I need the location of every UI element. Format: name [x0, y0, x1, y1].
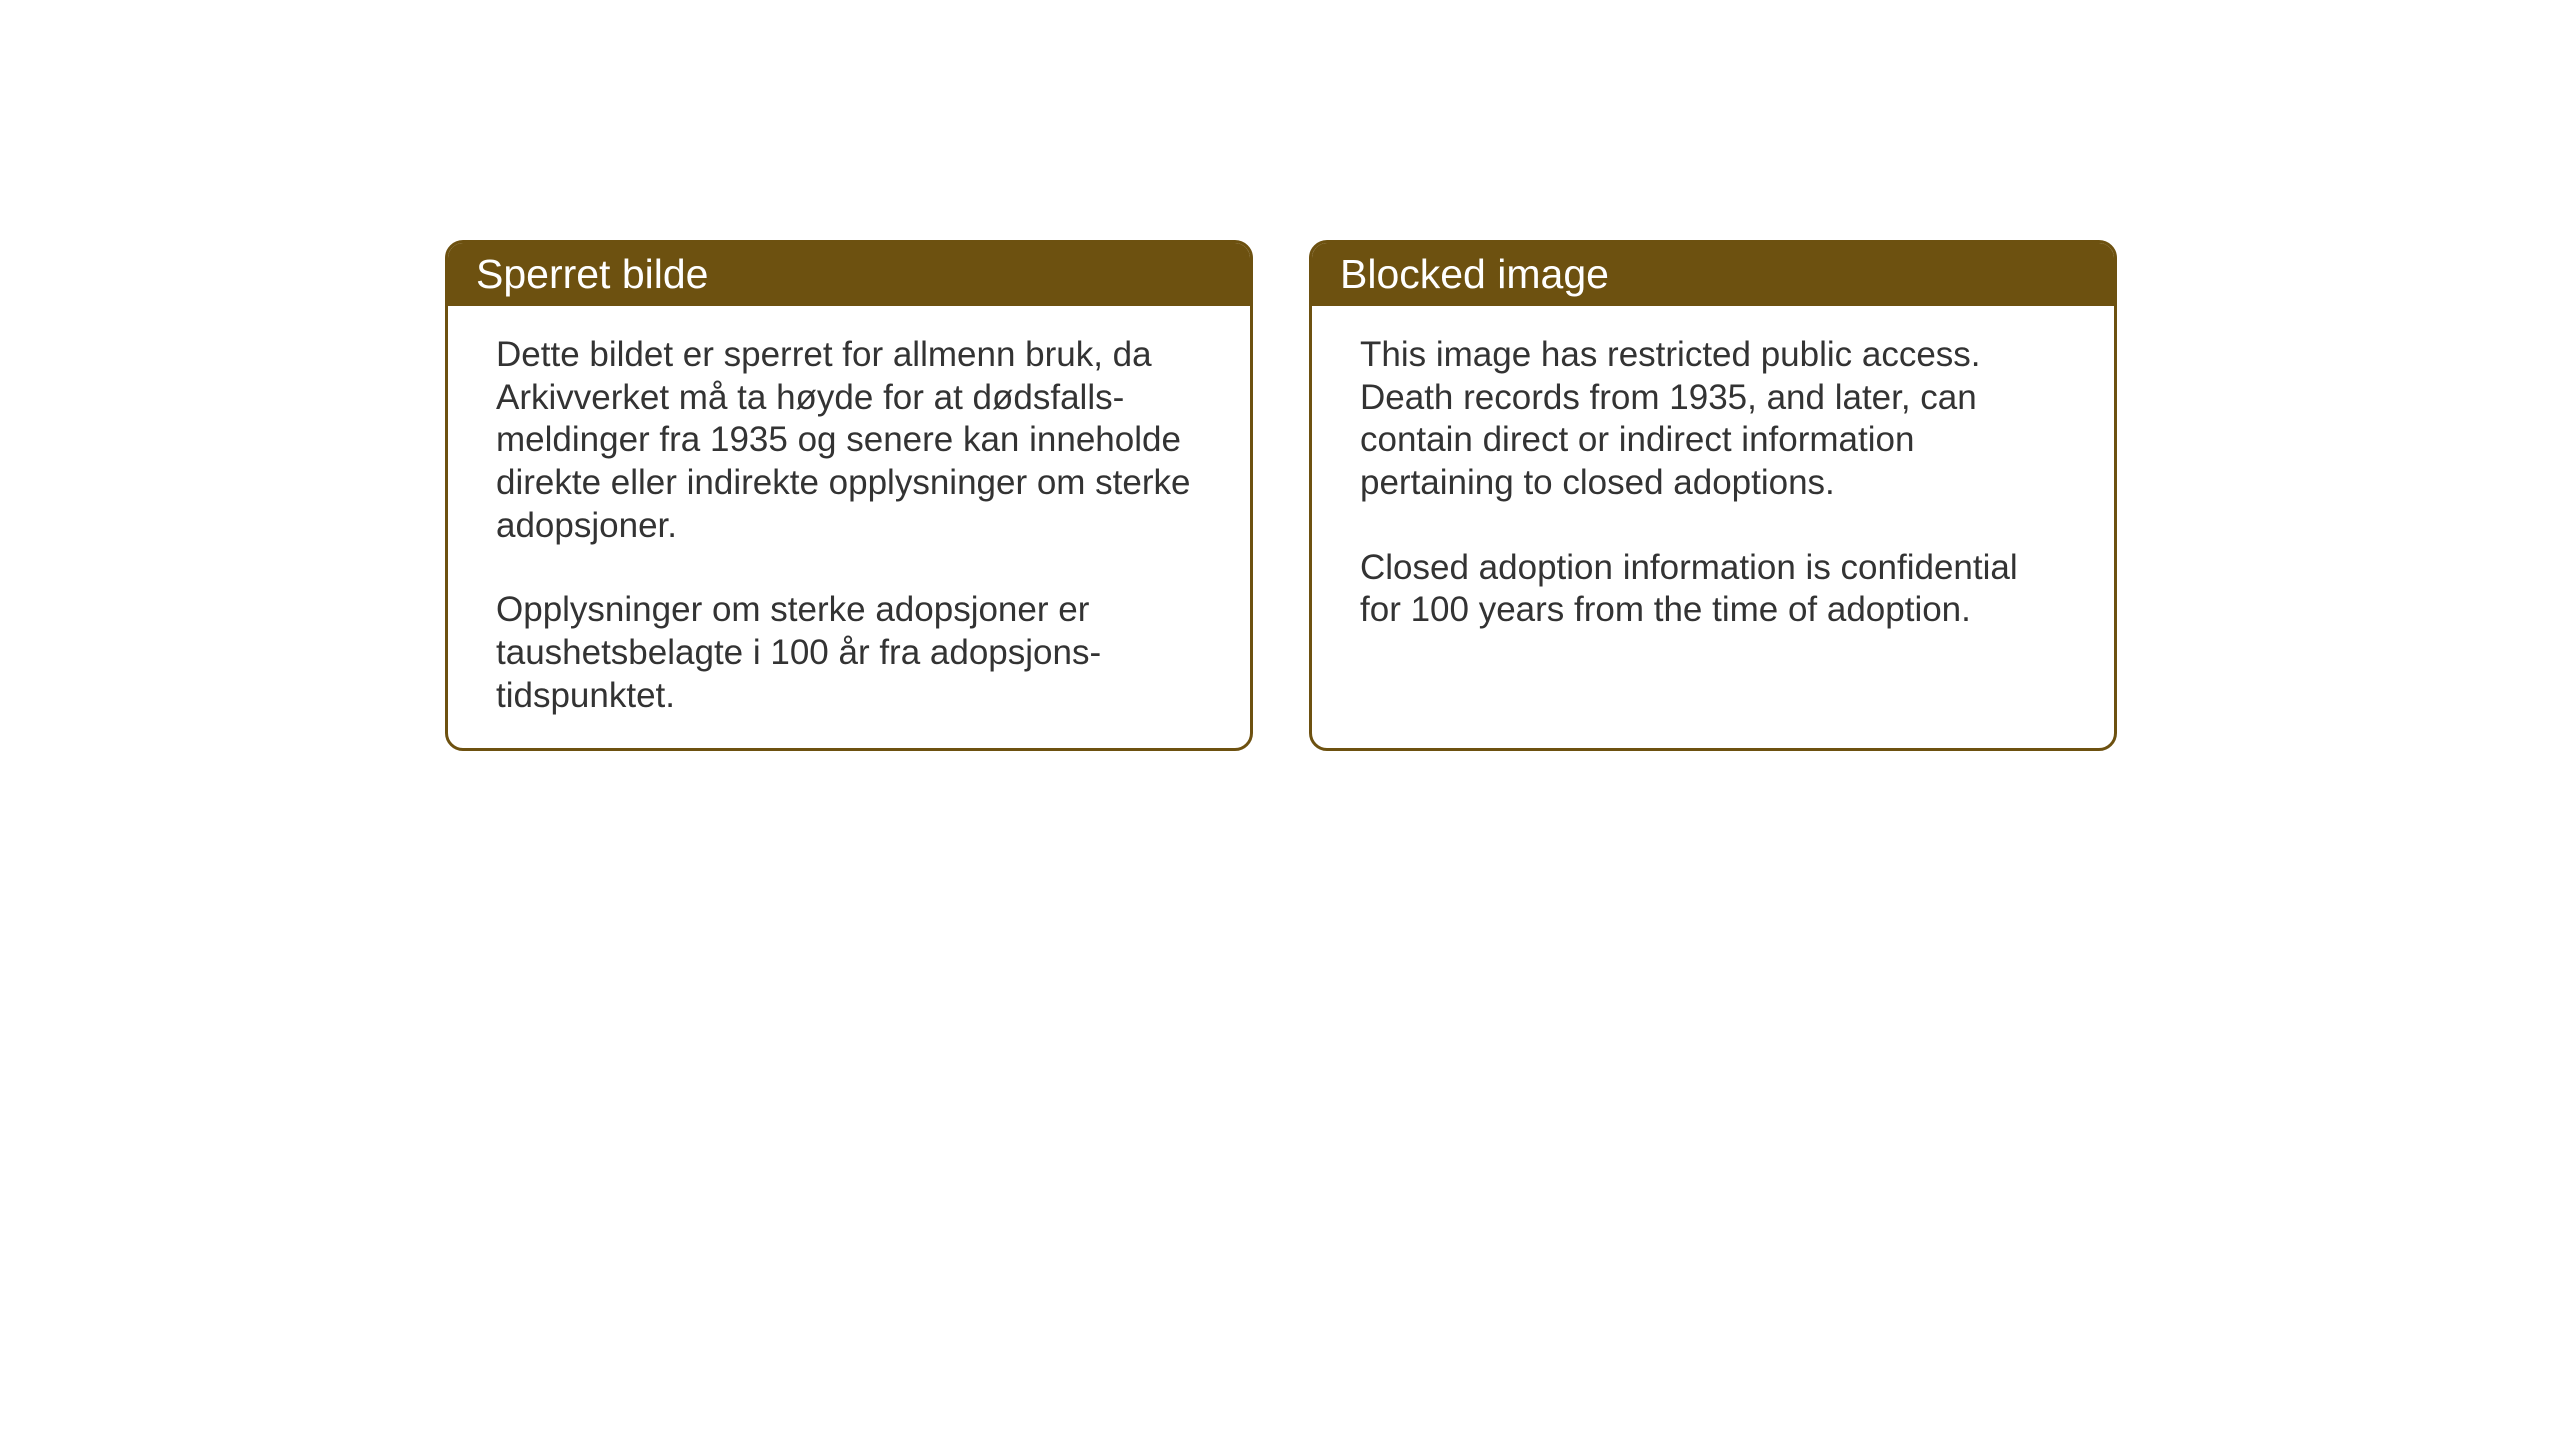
- notice-paragraph: Dette bildet er sperret for allmenn bruk…: [496, 334, 1202, 547]
- notice-container: Sperret bilde Dette bildet er sperret fo…: [0, 0, 2560, 751]
- notice-box-english: Blocked image This image has restricted …: [1309, 240, 2117, 751]
- notice-paragraph: Opplysninger om sterke adopsjoner er tau…: [496, 589, 1202, 717]
- notice-body-norwegian: Dette bildet er sperret for allmenn bruk…: [448, 306, 1250, 751]
- notice-paragraph: Closed adoption information is confident…: [1360, 547, 2066, 632]
- notice-header-english: Blocked image: [1312, 243, 2114, 306]
- notice-header-norwegian: Sperret bilde: [448, 243, 1250, 306]
- notice-paragraph: This image has restricted public access.…: [1360, 334, 2066, 505]
- notice-box-norwegian: Sperret bilde Dette bildet er sperret fo…: [445, 240, 1253, 751]
- notice-body-english: This image has restricted public access.…: [1312, 306, 2114, 670]
